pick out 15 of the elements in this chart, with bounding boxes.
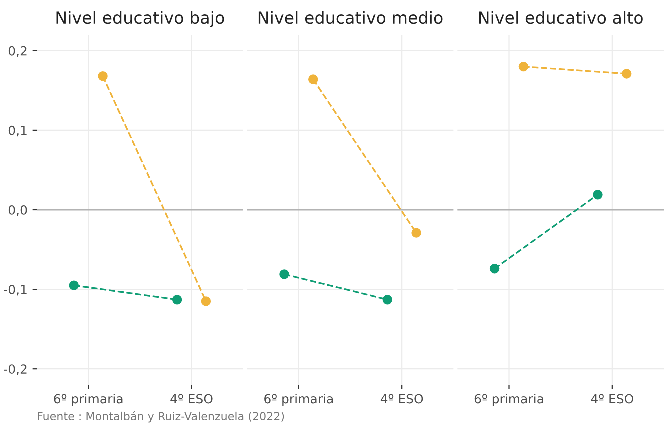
chart-title: Nivel educativo bajo bbox=[56, 11, 224, 28]
y-tick-label: 0,2 bbox=[8, 46, 27, 58]
x-tick-label: 4º ESO bbox=[170, 394, 213, 404]
x-tick-label: 4º ESO bbox=[591, 394, 634, 404]
y-tick-label: 0,0 bbox=[8, 205, 28, 216]
source-note: Fuente : Montalbán y Ruiz-Valenzuela (2022) bbox=[38, 412, 284, 423]
y-tick-label: -0,1 bbox=[4, 285, 27, 296]
x-tick-label: 6º primaria bbox=[474, 394, 544, 406]
x-tick-label: 4º ESO bbox=[380, 394, 424, 404]
chart-title: Nivel educativo alto bbox=[479, 11, 643, 24]
x-tick-label: 6º primaria bbox=[54, 394, 123, 406]
chart-title: Nivel educativo medio bbox=[258, 11, 443, 24]
x-tick-label: 6º primaria bbox=[264, 394, 334, 406]
y-tick-label: -0,2 bbox=[4, 364, 27, 376]
y-tick-label: 0,1 bbox=[8, 126, 27, 137]
